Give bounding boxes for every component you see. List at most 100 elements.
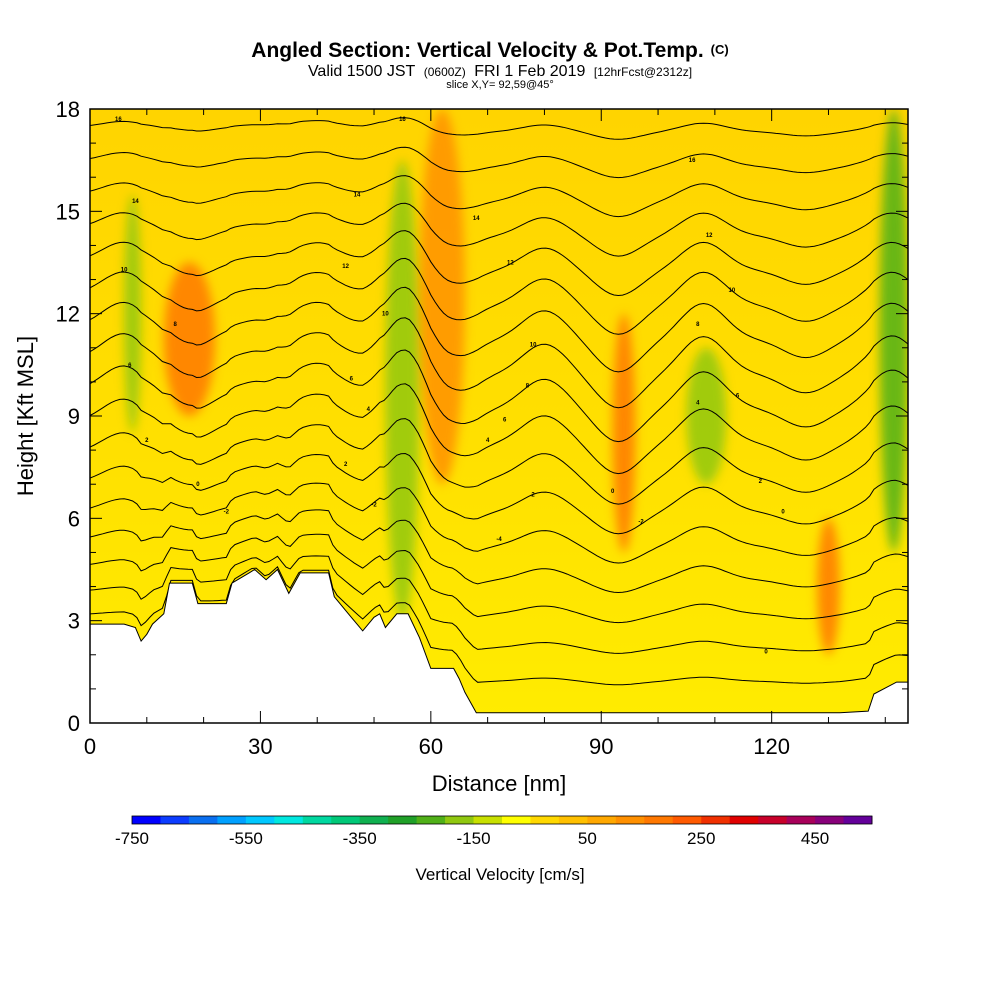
colorbar-swatch [729, 816, 759, 824]
contour-label: 6 [128, 363, 132, 369]
colorbar-label: -350 [343, 829, 377, 848]
theta-contours [90, 117, 908, 686]
chart-title: Angled Section: Vertical Velocity & Pot.… [251, 39, 728, 62]
contour-label: 0 [781, 510, 785, 516]
colorbar-swatch [416, 816, 446, 824]
colorbar-label: -750 [115, 829, 149, 848]
contour-label: 8 [174, 322, 178, 328]
colorbar-swatch [672, 816, 702, 824]
y-tick-label: 6 [68, 506, 80, 531]
x-axis-label: Distance [nm] [432, 771, 567, 796]
x-tick-label: 90 [589, 734, 613, 759]
contour-label: 2 [531, 492, 535, 498]
w-updraft-6 [879, 109, 908, 553]
theta-contour-line [90, 349, 908, 443]
vertical-velocity-field [124, 109, 908, 655]
colorbar-swatch [445, 816, 475, 824]
contour-label: 0 [611, 489, 615, 495]
theta-contour-line [90, 452, 908, 535]
theta-contour-line [90, 202, 908, 257]
colorbar-swatch [815, 816, 845, 824]
theta-contour-line [90, 175, 908, 218]
x-axis-ticks: 0 30 60 90 120 [84, 109, 886, 759]
colorbar-swatch [558, 816, 588, 824]
contour-label: 10 [121, 267, 128, 273]
slice-info: slice X,Y= 92,59@45° [446, 79, 554, 91]
contour-label: 2 [145, 438, 149, 444]
contour-label: 14 [132, 199, 139, 205]
colorbar-swatch [217, 816, 247, 824]
x-tick-label: 0 [84, 734, 96, 759]
w-downdraft-3 [419, 109, 465, 485]
contour-label: 8 [526, 383, 530, 389]
y-tick-label: 18 [56, 97, 80, 122]
theta-contour-line [90, 146, 908, 179]
colorbar-swatch [331, 816, 361, 824]
contour-label: 0 [196, 482, 200, 488]
contour-label: 2 [759, 479, 763, 485]
contour-label: -2 [638, 520, 644, 526]
colorbar-labels: -750 -550 -350 -150 50 250 450 [115, 829, 829, 848]
colorbar-swatch [587, 816, 617, 824]
colorbar-swatch [359, 816, 389, 824]
theta-contour-line [90, 482, 908, 564]
colorbar-swatch [388, 816, 418, 824]
contour-label: 4 [486, 438, 490, 444]
colorbar-frame [131, 815, 873, 825]
theta-contour-labels: 16 16 16 14 14 14 12 10 12 12 10 8 10 10 8 6 6 8 6 4 6 4 2 4 2 0 2… [115, 117, 785, 655]
colorbar-swatch [843, 816, 873, 824]
w-updraft-4 [686, 347, 727, 485]
contour-label: 12 [706, 233, 713, 239]
contour-label: 8 [696, 322, 700, 328]
colorbar-swatch [786, 816, 816, 824]
colorbar-swatch [701, 816, 731, 824]
terrain [90, 568, 908, 723]
contour-label: 16 [399, 117, 406, 123]
y-tick-label: 3 [68, 609, 80, 634]
contour-label: 14 [473, 216, 480, 222]
contour-label: 6 [736, 394, 740, 400]
theta-contour-line [90, 509, 908, 594]
contour-label: 4 [367, 407, 371, 413]
theta-contour-line [90, 257, 908, 335]
colorbar-label: -150 [457, 829, 491, 848]
theta-contour-line [90, 317, 908, 409]
y-tick-label: 0 [68, 711, 80, 736]
colorbar-label: 50 [578, 829, 597, 848]
valid-time-line: Valid 1500 JST (0600Z) FRI 1 Feb 2019 [1… [308, 63, 692, 80]
colorbar-swatch [132, 816, 161, 824]
theta-contour-line [90, 555, 908, 654]
contour-label: 10 [729, 288, 736, 294]
contour-label: 2 [344, 462, 348, 468]
contour-label: -2 [371, 503, 377, 509]
theta-contour-line [90, 418, 908, 505]
colorbar-swatch [530, 816, 560, 824]
x-tick-label: 60 [419, 734, 443, 759]
colorbar-swatch [302, 816, 332, 824]
title-block: Angled Section: Vertical Velocity & Pot.… [251, 39, 728, 91]
contour-label: 12 [342, 264, 349, 270]
contour-label: 6 [350, 376, 354, 382]
theta-contour-line [90, 230, 908, 297]
y-axis-ticks: 0 3 6 9 12 15 18 [56, 97, 908, 736]
contour-label: 14 [354, 192, 361, 198]
x-tick-label: 120 [753, 734, 790, 759]
colorbar-swatch [160, 816, 190, 824]
colorbar-swatch [615, 816, 645, 824]
x-tick-label: 30 [248, 734, 272, 759]
contour-label: 10 [382, 312, 389, 318]
contour-label: 4 [696, 400, 700, 406]
theta-contour-line [90, 117, 908, 140]
colorbar-swatch [245, 816, 275, 824]
contour-label: 16 [115, 117, 122, 123]
colorbar-title: Vertical Velocity [cm/s] [415, 865, 584, 884]
colorbar-label: 250 [687, 829, 715, 848]
colorbar-swatch [473, 816, 503, 824]
contour-label: 12 [507, 261, 514, 267]
w-updraft-0 [124, 194, 142, 434]
colorbar-swatch [758, 816, 788, 824]
theta-contour-line [90, 565, 908, 686]
colorbar-swatch [502, 816, 531, 824]
colorbar-swatch [644, 816, 674, 824]
colorbar-swatch [274, 816, 304, 824]
